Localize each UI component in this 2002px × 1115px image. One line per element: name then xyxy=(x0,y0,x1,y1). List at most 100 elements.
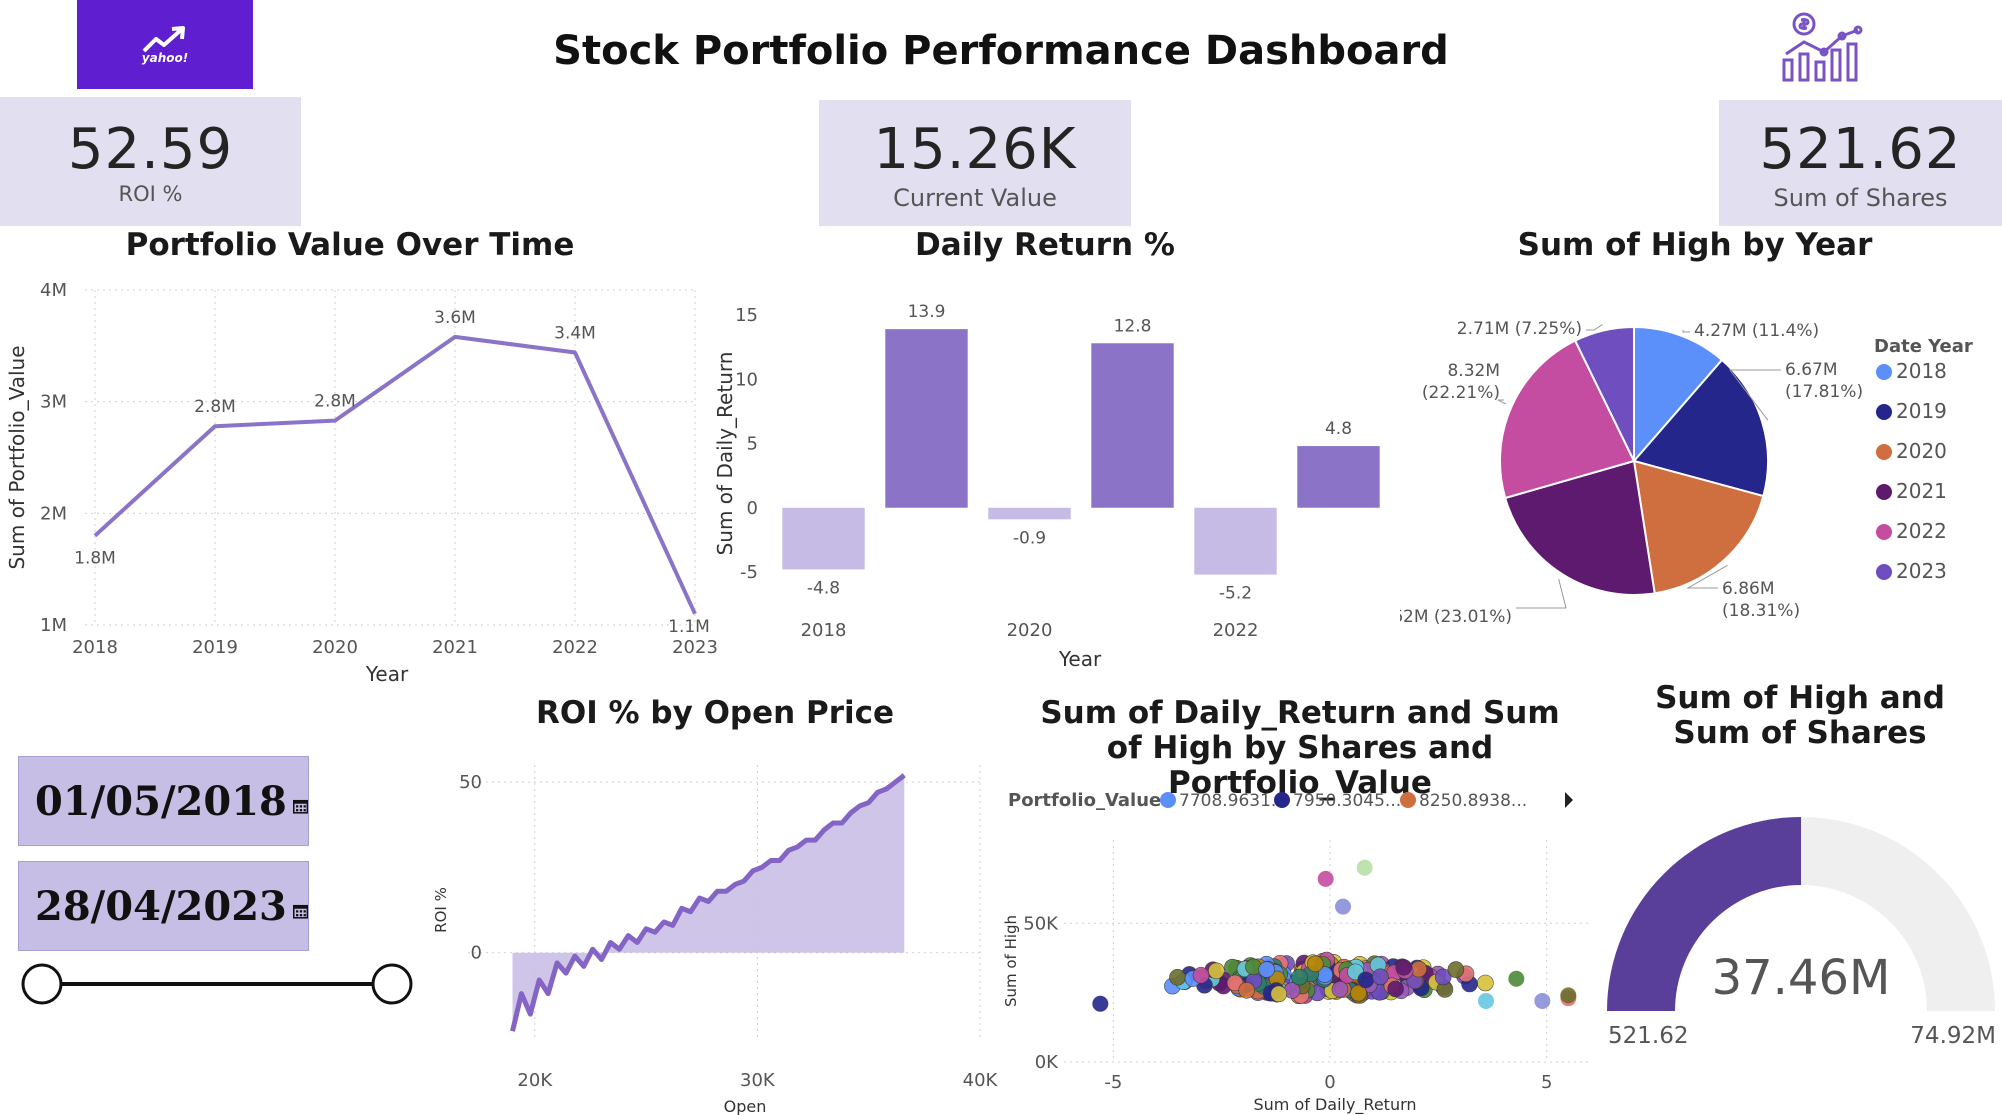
legend-next-arrow-icon[interactable] xyxy=(1565,792,1573,808)
portfolio-line-chart: 1M 2M 3M 4M 2018 2019 2020 2021 2022 2023 1.8M 2.8M… xyxy=(5,280,718,686)
x-tick-label: 2023 xyxy=(672,637,718,658)
daily-return-bar xyxy=(988,507,1071,520)
growth-chart-dollar-icon xyxy=(1782,12,1863,82)
kpi-value: 52.59 xyxy=(67,117,234,182)
x-axis-title: Year xyxy=(365,662,409,686)
portfolio-chart-title: Portfolio Value Over Time xyxy=(125,227,575,263)
slice-label: 8.32M xyxy=(1447,361,1500,381)
roi-area-chart: 20K 30K 40K 0 50 Open ROI % xyxy=(432,765,999,1115)
y-tick-label: 2M xyxy=(40,503,67,524)
yahoo-logo: yahoo! xyxy=(77,0,253,89)
calendar-icon[interactable] xyxy=(292,796,308,816)
leader-line xyxy=(1686,564,1728,589)
scatter-chart: Portfolio_Value 7708.9631... 7950.3045... 8… xyxy=(1002,790,1590,1115)
scatter-point xyxy=(1208,962,1225,980)
y-tick-label: 10 xyxy=(735,369,758,390)
data-label: 3.6M xyxy=(434,308,476,328)
page-title: Stock Portfolio Performance Dashboard xyxy=(553,28,1449,74)
slider-start-handle[interactable] xyxy=(21,963,63,1005)
slice-label: 4.27M (11.4%) xyxy=(1694,321,1819,341)
data-label: 12.8 xyxy=(1114,316,1152,336)
scatter-point xyxy=(1477,974,1494,992)
roi-chart-title: ROI % by Open Price xyxy=(535,695,895,731)
daily-return-bar xyxy=(1091,343,1174,508)
daily-return-bar-chart: -5 0 5 10 15 -4.8 2018 13.9 -0.9 2020 12.8 -5.2 2022… xyxy=(713,302,1380,671)
pie-slice-2023 xyxy=(1573,325,1635,462)
start-date-picker[interactable]: 01/05/2018 xyxy=(18,756,309,846)
legend-label: 2018 xyxy=(1896,359,1947,383)
x-tick-label: 2019 xyxy=(192,637,238,658)
legend-title: Date Year xyxy=(1874,336,1973,357)
data-label: -0.9 xyxy=(1013,528,1046,548)
slider-end-handle[interactable] xyxy=(371,963,413,1005)
gauge-chart: 37.46M 521.62 74.92M xyxy=(1607,817,1996,1049)
pie-slice-2020 xyxy=(1632,459,1765,595)
gauge-chart-title: Sum of High and Sum of Shares xyxy=(1655,680,1945,751)
scatter-point xyxy=(1350,984,1367,1002)
scatter-point xyxy=(1258,961,1275,978)
scatter-point xyxy=(1238,981,1255,999)
x-tick-label: 2022 xyxy=(552,637,598,658)
x-tick-label: 0 xyxy=(1324,1072,1335,1093)
y-tick-label: 0 xyxy=(747,498,758,519)
data-label: 4.8 xyxy=(1325,419,1352,439)
scatter-point xyxy=(1395,959,1413,976)
sum-of-high-pie-chart: 4.27M (11.4%) 6.67M(17.81%) 6.86M(18.31%) 8… xyxy=(1400,319,1973,627)
pie-slice-2022 xyxy=(1499,339,1636,500)
legend-marker xyxy=(1876,404,1892,420)
scatter-point xyxy=(1508,970,1525,987)
legend-marker xyxy=(1160,792,1176,808)
logo-text: yahoo! xyxy=(141,50,189,65)
legend-title: Portfolio_Value xyxy=(1008,790,1161,811)
legend-marker xyxy=(1274,792,1290,808)
y-tick-label: 50 xyxy=(459,772,482,793)
chart-up-icon xyxy=(142,25,185,52)
daily-return-chart-title: Daily Return % xyxy=(915,227,1175,263)
end-date-value: 28/04/2023 xyxy=(35,882,287,930)
x-tick-label: 30K xyxy=(740,1070,776,1091)
data-label: 3.4M xyxy=(554,324,596,344)
x-tick-label: 2021 xyxy=(432,637,478,658)
end-date-picker[interactable]: 28/04/2023 xyxy=(18,861,309,951)
gauge-fill xyxy=(1607,817,1801,1011)
scatter-point xyxy=(1356,859,1373,876)
x-axis-title: Open xyxy=(724,1097,767,1115)
scatter-point xyxy=(1270,985,1288,1003)
legend-label: 8250.8938... xyxy=(1419,791,1527,811)
start-date-value: 01/05/2018 xyxy=(35,777,287,825)
y-axis-title: Sum of Daily_Return xyxy=(713,352,737,556)
x-tick-label: 2020 xyxy=(312,637,358,658)
scatter-point xyxy=(1534,992,1551,1009)
x-axis-title: Sum of Daily_Return xyxy=(1253,1095,1416,1115)
slice-label: (17.81%) xyxy=(1785,382,1863,402)
y-tick-label: 1M xyxy=(40,615,67,636)
scatter-point xyxy=(1335,898,1351,915)
pie-chart-title: Sum of High by Year xyxy=(1517,227,1873,263)
legend-label: 2022 xyxy=(1896,519,1947,543)
y-tick-label: -5 xyxy=(740,562,758,583)
y-tick-label: 50K xyxy=(1023,913,1059,934)
x-tick-label: 40K xyxy=(963,1070,999,1091)
scatter-point xyxy=(1478,992,1494,1009)
y-axis-title: ROI % xyxy=(432,887,450,933)
data-label: -4.8 xyxy=(807,578,840,598)
data-label: -5.2 xyxy=(1219,584,1252,604)
x-tick-label: 5 xyxy=(1541,1072,1552,1093)
legend-label: 2020 xyxy=(1896,439,1947,463)
date-range-slider[interactable] xyxy=(18,960,418,1010)
leader-line xyxy=(1586,324,1603,331)
scatter-chart-title: Sum of Daily_Return and Sum of High by S… xyxy=(1040,695,1560,801)
x-tick-label: 2020 xyxy=(1007,620,1053,641)
scatter-point xyxy=(1291,968,1308,986)
leader-line xyxy=(1682,329,1690,333)
portfolio-line xyxy=(93,334,697,615)
calendar-icon[interactable] xyxy=(292,901,308,921)
leader-line xyxy=(1728,369,1781,421)
kpi-card-current-value: 15.26K Current Value xyxy=(819,100,1131,226)
x-tick-label: 2018 xyxy=(801,620,847,641)
kpi-label: Sum of Shares xyxy=(1773,184,1948,212)
roi-line xyxy=(510,773,906,1032)
kpi-label: ROI % xyxy=(118,182,183,206)
data-label: 2.8M xyxy=(194,397,236,417)
kpi-card-roi: 52.59 ROI % xyxy=(0,97,301,226)
